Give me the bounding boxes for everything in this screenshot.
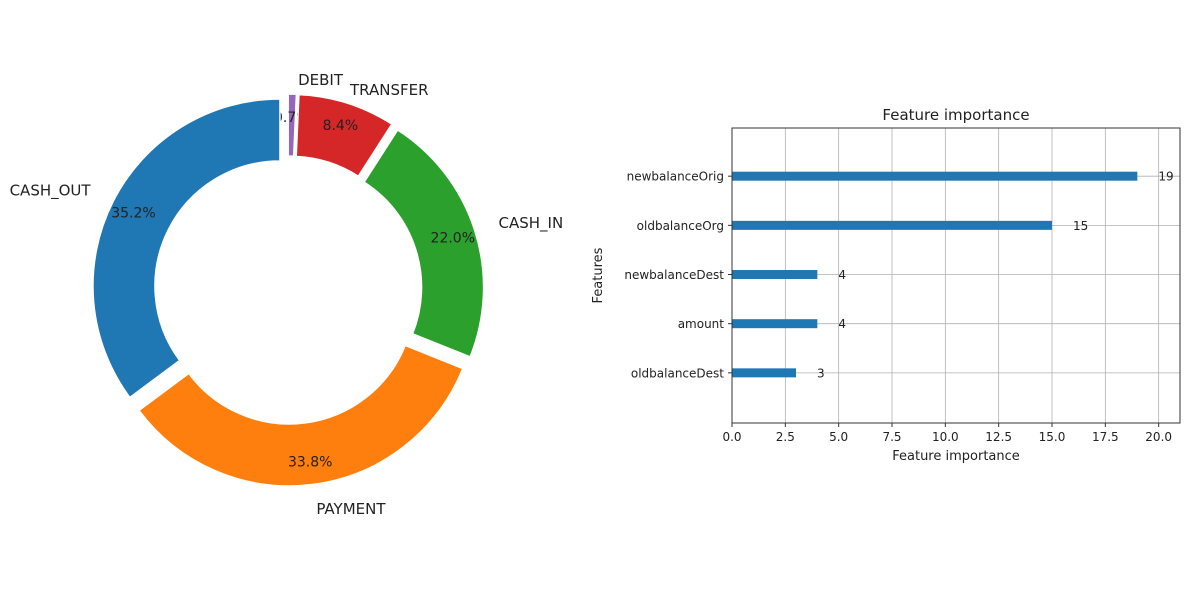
slice-percent-cash-out: 35.2% xyxy=(111,205,155,221)
bar-value-label: 4 xyxy=(838,268,846,282)
y-axis-label: Features xyxy=(591,247,606,303)
slice-label-transfer: TRANSFER xyxy=(349,81,429,99)
y-tick-label: amount xyxy=(678,317,725,331)
bars: 19 15 4 4 3 xyxy=(732,170,1174,380)
ticks: 0.0 2.5 5.0 7.5 10.0 12.5 15.0 17.5 20.0 newbalan… xyxy=(624,170,1172,444)
slice-cash-out xyxy=(92,98,281,399)
slice-percent-transfer: 8.4% xyxy=(323,118,359,134)
bar-newbalanceDest xyxy=(732,270,818,280)
slice-label-cash-in: CASH_IN xyxy=(499,214,564,233)
bar-value-label: 15 xyxy=(1073,219,1088,233)
slice-percent-cash-in: 22.0% xyxy=(431,230,475,246)
x-tick-label: 5.0 xyxy=(829,430,848,444)
x-tick-label: 10.0 xyxy=(932,430,959,444)
y-tick-label: oldbalanceOrg xyxy=(637,219,724,233)
x-tick-label: 7.5 xyxy=(882,430,901,444)
bar-value-label: 4 xyxy=(838,317,846,331)
slice-label-cash-out: CASH_OUT xyxy=(10,182,92,201)
slice-label-debit: DEBIT xyxy=(298,71,344,89)
x-tick-label: 0.0 xyxy=(722,430,741,444)
slice-label-payment: PAYMENT xyxy=(316,500,386,518)
y-tick-label: newbalanceDest xyxy=(624,268,724,282)
x-axis-label: Feature importance xyxy=(892,449,1020,464)
bar-value-label: 19 xyxy=(1158,170,1173,184)
bar-value-label: 3 xyxy=(817,366,825,380)
y-tick-label: newbalanceOrig xyxy=(627,170,724,184)
slice-cash-in xyxy=(363,128,485,358)
bar-newbalanceOrig xyxy=(732,171,1138,181)
x-tick-label: 12.5 xyxy=(985,430,1012,444)
x-tick-label: 20.0 xyxy=(1145,430,1172,444)
x-tick-label: 17.5 xyxy=(1092,430,1119,444)
bar-amount xyxy=(732,319,818,329)
slice-percent-payment: 33.8% xyxy=(288,455,332,471)
donut-chart: 0.7%DEBIT8.4%TRANSFER22.0%CASH_IN33.8%PA… xyxy=(10,71,564,518)
plot-frame xyxy=(731,127,1181,424)
bar-oldbalanceDest xyxy=(732,368,796,378)
feature-importance-chart: 19 15 4 4 3 0.0 2.5 5.0 7.5 10.0 12.5 15.0 17.5 20.0… xyxy=(591,106,1181,464)
y-tick-label: oldbalanceDest xyxy=(631,366,724,380)
slice-payment xyxy=(137,344,464,487)
slice-debit xyxy=(287,93,298,157)
x-tick-label: 2.5 xyxy=(776,430,795,444)
x-tick-label: 15.0 xyxy=(1039,430,1066,444)
chart-title: Feature importance xyxy=(882,106,1029,124)
bar-oldbalanceOrg xyxy=(732,220,1052,230)
slice-transfer xyxy=(295,93,393,178)
